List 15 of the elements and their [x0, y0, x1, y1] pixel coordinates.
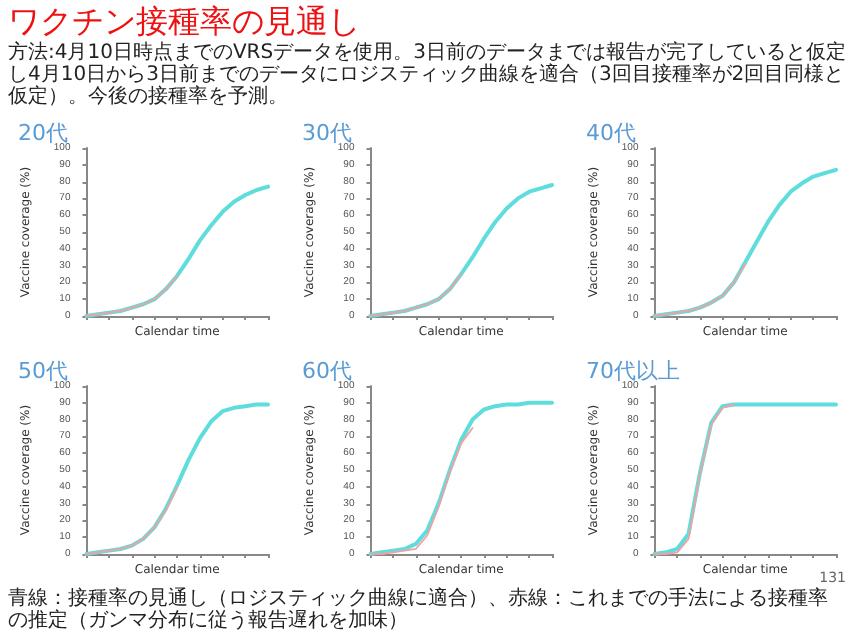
text: 青線：接種率の見通し（ロジスティック曲線に適合）、赤線：これまでの手法による接種率の推定（ガンマ分布に従う報告遅れを加味）	[8, 588, 830, 632]
line-series	[369, 427, 474, 555]
line-series	[85, 274, 179, 317]
line-series	[653, 403, 735, 555]
line-series	[369, 273, 463, 317]
chart-title: 40代	[586, 120, 636, 146]
chart-title: 50代	[18, 358, 68, 384]
chart-title: 60代	[302, 358, 352, 384]
chart-title: 20代	[18, 120, 68, 146]
text: 方法:4月10日時点までのVRSデータを使用。3日前のデータまでは報告が完了していると仮定し4月10日から3日前までのデータにロジスティック曲線を適合（3回目接種率が2回目同様と仮定）。今後の接種率を予測。	[8, 42, 846, 108]
chart-title: 70代以上	[586, 358, 680, 384]
line-series	[85, 485, 179, 555]
text: ワクチン接種率の見通し	[8, 2, 362, 40]
chart-title: 30代	[302, 120, 352, 146]
line-series	[653, 263, 747, 317]
